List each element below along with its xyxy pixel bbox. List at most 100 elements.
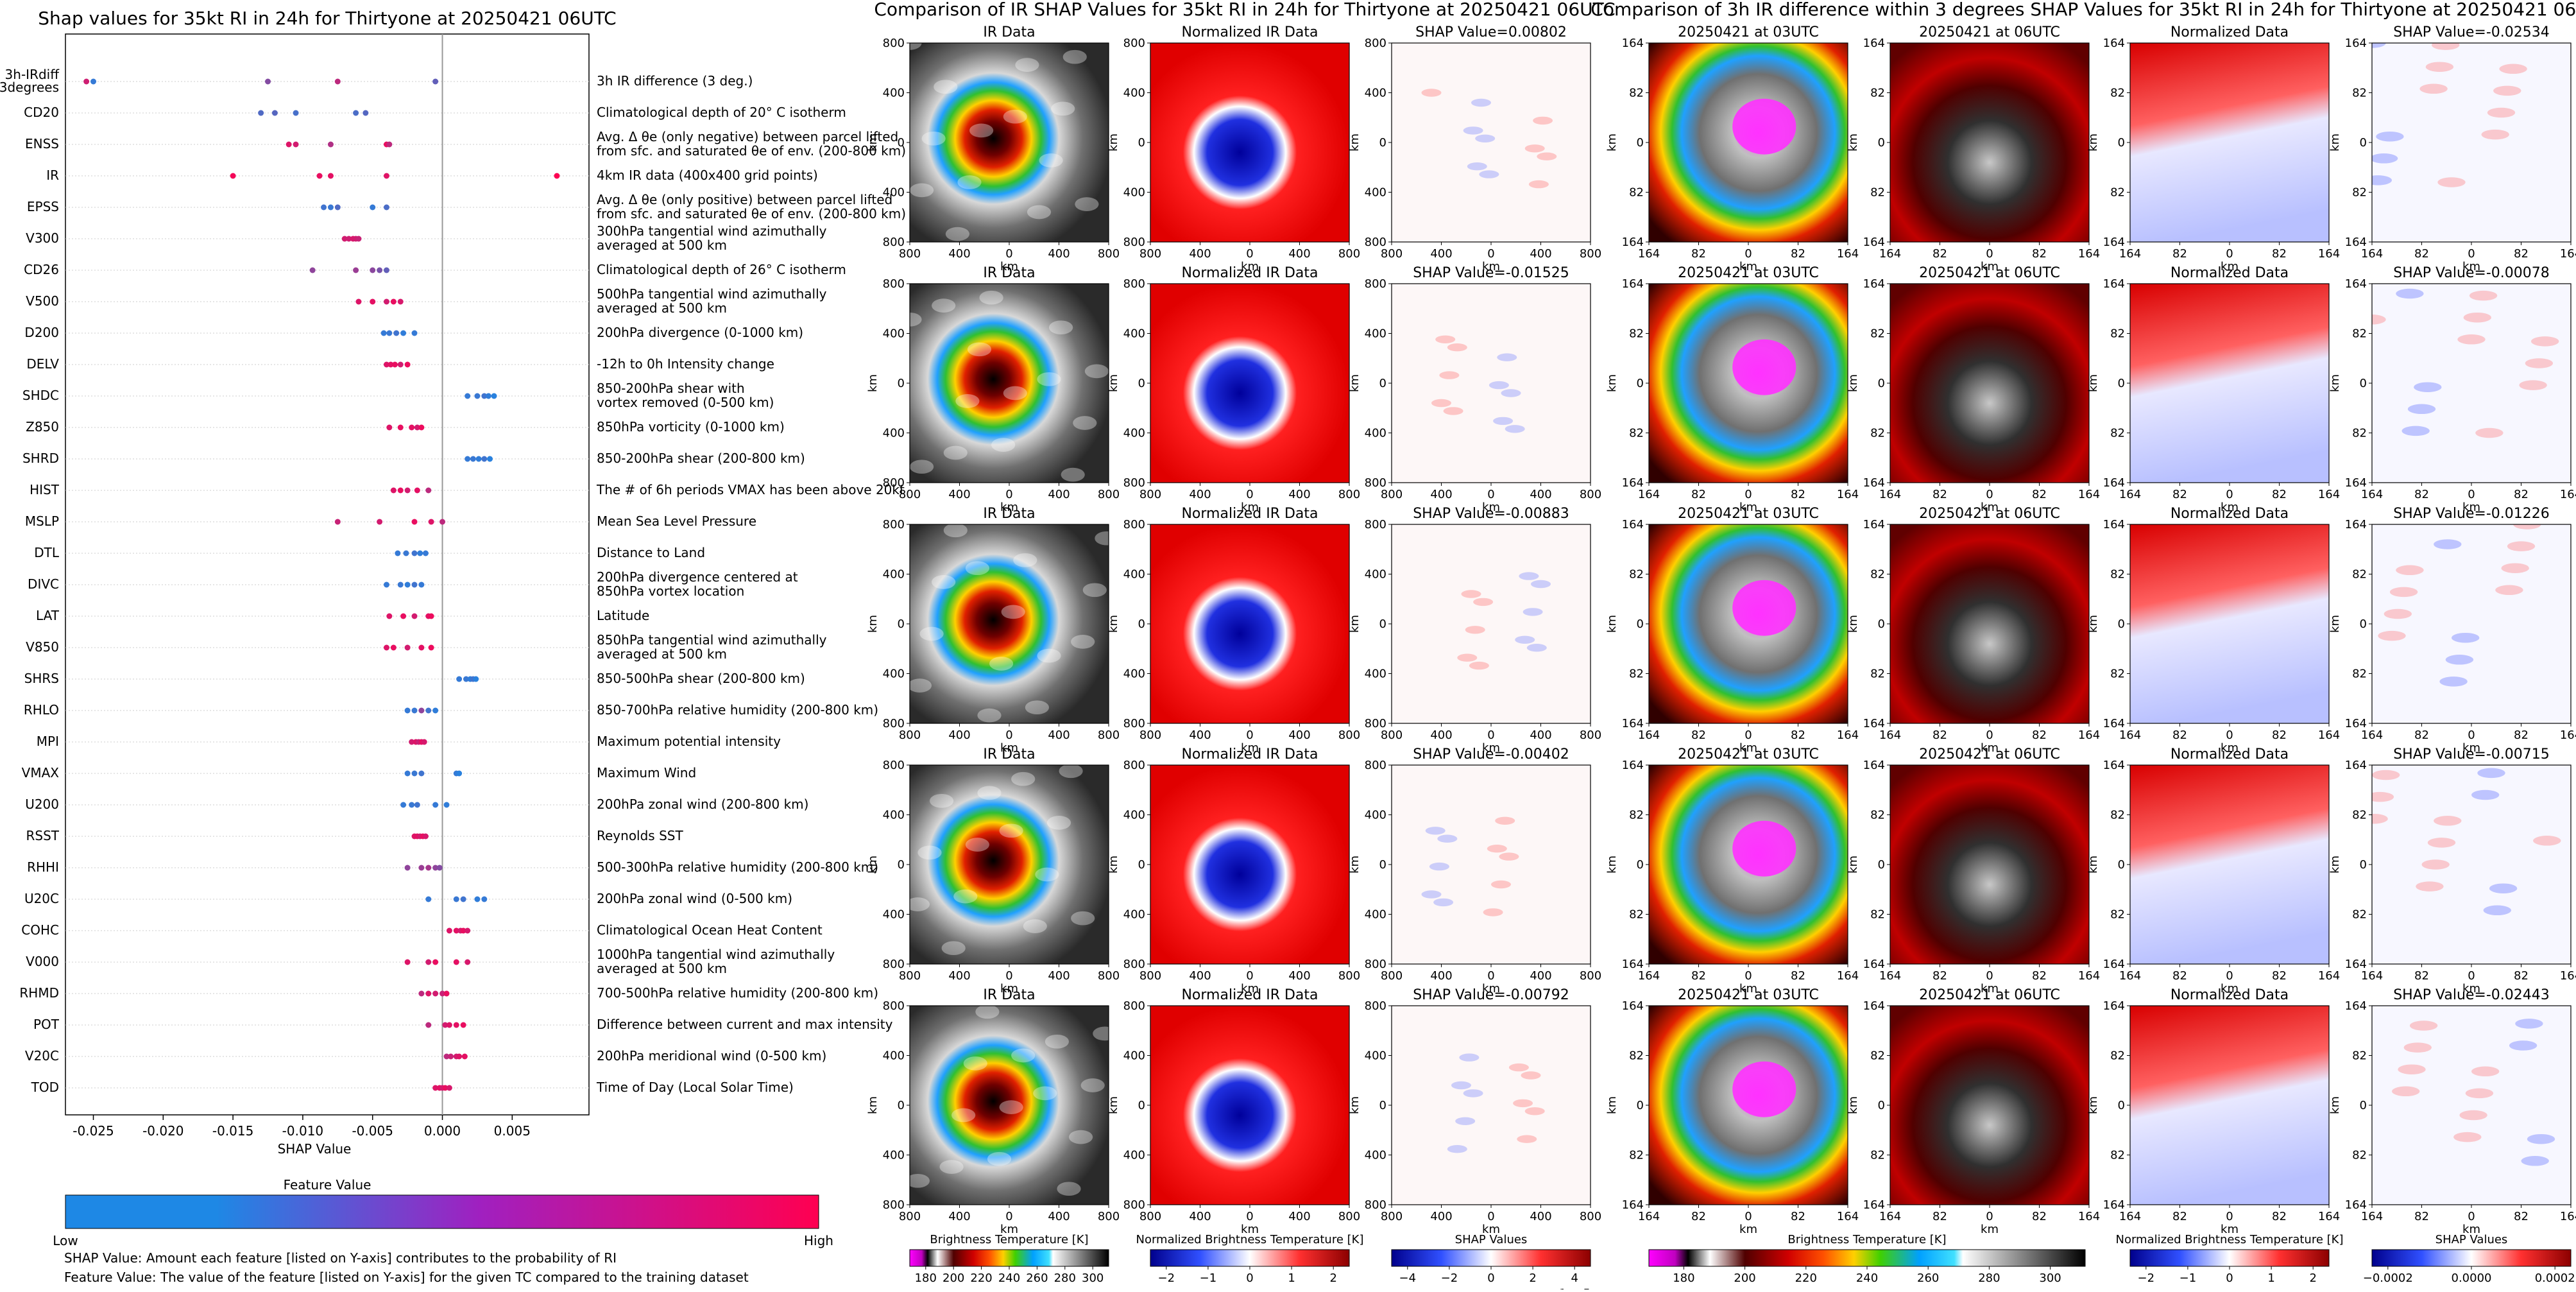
x-tick-label: 400 [1288, 488, 1310, 501]
x-tick-label: 164 [2078, 969, 2100, 983]
x-tick-label: 400 [948, 488, 970, 501]
x-tick-label: 0 [1744, 488, 1752, 501]
feature-code-label: LAT [36, 608, 60, 623]
x-tick-label: 82 [1791, 1210, 1805, 1223]
shap-point [363, 110, 369, 116]
y-tick-label: 400 [1365, 87, 1386, 100]
shap-point [418, 581, 425, 588]
y-tick-label: 164 [1622, 1198, 1644, 1212]
panel-image [2130, 765, 2329, 964]
feature-code-label: V850 [26, 639, 59, 655]
colorbar-tick: 240 [1856, 1271, 1878, 1285]
panel-title: Normalized IR Data [1181, 24, 1318, 40]
shap-point [409, 424, 415, 431]
svg-text:850-500hPa shear (200-800 km): 850-500hPa shear (200-800 km) [597, 671, 805, 686]
x-tick-label: 164 [2119, 728, 2141, 742]
y-tick-label: 164 [2345, 958, 2367, 971]
feature-description-label: Avg. Δ θe (only negative) between parcel… [597, 129, 906, 159]
x-tick-label: 82 [1691, 728, 1706, 742]
x-axis-label: km [1482, 501, 1500, 514]
x-tick-label: 400 [1430, 728, 1452, 742]
shap-point [474, 393, 481, 399]
y-tick-label: 400 [1365, 668, 1386, 681]
y-tick-label: 400 [1123, 186, 1145, 200]
colorbar-tick: 0.0000 [2452, 1271, 2492, 1285]
colorbar-label: Brightness Temperature [K] [930, 1233, 1088, 1246]
shap-point [397, 424, 404, 431]
x-tick-label: 0 [1246, 969, 1253, 983]
shap-point [411, 330, 418, 336]
y-tick-label: 0 [1637, 617, 1644, 631]
x-tick-label: 82 [2414, 969, 2429, 983]
shap-point [386, 330, 393, 336]
shap-point [404, 487, 411, 494]
x-tick-label: 0.000 [424, 1123, 461, 1139]
svg-text:200hPa divergence (0-1000 km): 200hPa divergence (0-1000 km) [597, 325, 803, 340]
y-axis-label: km [1348, 134, 1361, 151]
x-tick-label: 164 [2318, 247, 2340, 261]
x-tick-label: 0 [1005, 247, 1012, 261]
x-tick-label: 164 [1638, 728, 1660, 742]
y-tick-label: 800 [1123, 236, 1145, 249]
colorbar-tick: 2 [1529, 1271, 1536, 1285]
y-axis-label: km [2328, 856, 2342, 874]
x-tick-label: 0 [1744, 1210, 1752, 1223]
shap-point [425, 487, 432, 494]
svg-text:TOD: TOD [31, 1080, 59, 1095]
y-axis-label: km [2328, 134, 2342, 151]
shap-point [432, 959, 439, 965]
x-tick-label: 82 [2272, 728, 2287, 742]
feature-code-label: RSST [26, 828, 59, 843]
panel-title: SHAP Value=-0.00078 [2393, 265, 2550, 281]
x-axis-label: km [1241, 260, 1259, 273]
colorbar-tick: −4 [1399, 1271, 1417, 1285]
x-tick-label: 0 [2468, 969, 2475, 983]
y-tick-label: 0 [2360, 136, 2367, 150]
panel-image [1649, 43, 1848, 242]
x-tick-label: 0 [1744, 247, 1752, 261]
panel-title: SHAP Value=-0.00402 [1413, 746, 1569, 762]
x-tick-label: 164 [2361, 728, 2383, 742]
x-tick-label: 400 [1048, 247, 1070, 261]
feature-description-label: 850hPa vorticity (0-1000 km) [597, 419, 785, 435]
colorbar-tick: 1 [2267, 1271, 2274, 1285]
feature-code-label: CD26 [24, 262, 59, 277]
shap-point [309, 267, 316, 273]
feature-description-label: 1000hPa tangential wind azimuthallyavera… [597, 947, 835, 976]
x-tick-label: 0.005 [494, 1123, 531, 1139]
x-tick-label: 82 [2032, 969, 2047, 983]
shap-point [386, 613, 393, 619]
x-tick-label: -0.015 [212, 1123, 253, 1139]
shap-point [258, 110, 264, 116]
colorbar-gradient [1391, 1249, 1591, 1267]
x-tick-label: 0 [2226, 488, 2233, 501]
shap-point [481, 393, 488, 399]
x-tick-label: 82 [2514, 1210, 2529, 1223]
x-axis-label: km [1000, 741, 1018, 755]
panel-image [2372, 284, 2571, 483]
svg-text:from sfc. and saturated θe of: from sfc. and saturated θe of env. (200-… [597, 206, 906, 221]
y-tick-label: 0 [1379, 377, 1386, 390]
y-tick-label: 82 [1629, 1049, 1644, 1063]
shap-point [286, 141, 292, 148]
svg-text:COHC: COHC [21, 922, 59, 938]
y-tick-label: 0 [2360, 617, 2367, 631]
shap-point [470, 456, 476, 462]
feature-code-label: COHC [21, 922, 59, 938]
y-axis-label: km [2328, 374, 2342, 392]
panel-image [910, 765, 1109, 964]
x-tick-label: 400 [1189, 969, 1211, 983]
y-tick-label: 82 [1629, 809, 1644, 822]
panel-title: SHAP Value=-0.00715 [2393, 746, 2550, 762]
x-axis-label: km [1739, 1223, 1757, 1236]
x-tick-label: 82 [2514, 969, 2529, 983]
feature-code-label: V500 [26, 293, 59, 309]
svg-text:U20C: U20C [24, 891, 59, 906]
shap-point [446, 1022, 452, 1028]
shap-point [411, 613, 418, 619]
shap-point [463, 676, 470, 682]
